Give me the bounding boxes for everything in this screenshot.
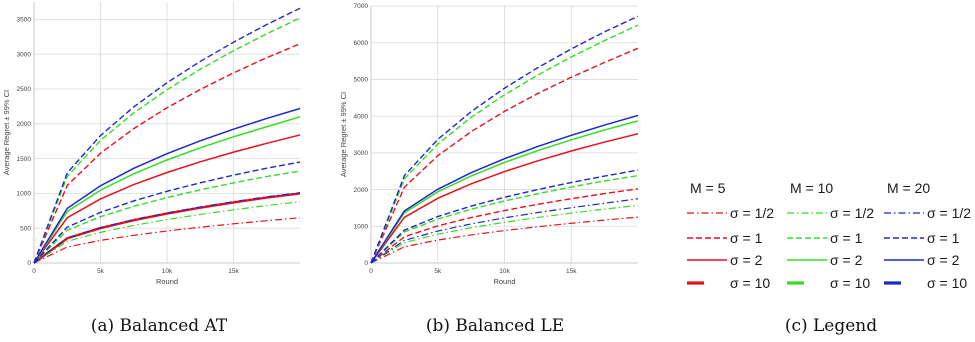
series-line-m-20-sigma-1 bbox=[370, 15, 639, 264]
series-line-m-5-sigma-1 bbox=[33, 43, 301, 264]
caption-legend: (c) Legend bbox=[785, 316, 877, 336]
series-line-m-20-sigma-1 bbox=[33, 7, 301, 264]
series-line-m-5-sigma-2 bbox=[370, 133, 639, 264]
x-tick-label: 0 bbox=[32, 268, 36, 275]
legend-group-title: M = 10 bbox=[790, 180, 833, 196]
series-line-m-20-sigma-1-2 bbox=[370, 198, 639, 264]
y-tick-label: 500 bbox=[20, 225, 31, 232]
series-line-m-10-sigma-1 bbox=[370, 24, 639, 264]
caption-balanced-at: (a) Balanced AT bbox=[91, 316, 228, 336]
legend-group-title: M = 20 bbox=[887, 180, 930, 196]
series-line-m-10-sigma-1-2 bbox=[370, 204, 639, 264]
y-tick-label: 7000 bbox=[354, 3, 369, 10]
x-axis-label: Round bbox=[493, 277, 515, 286]
y-tick-label: 3500 bbox=[17, 17, 32, 24]
x-tick-label: 15k bbox=[566, 268, 577, 275]
x-axis-label: Round bbox=[156, 277, 178, 286]
y-tick-label: 6000 bbox=[354, 40, 369, 47]
y-tick-label: 3000 bbox=[354, 150, 369, 157]
y-tick-label: 2000 bbox=[17, 121, 32, 128]
legend-entry-label: σ = 1 bbox=[830, 230, 863, 246]
series-line-m-5-sigma-10 bbox=[370, 188, 639, 264]
chart-balanced-le: 0 1000 2000 3000 4000 5000 6000 7000 0 5k 10k 15k Ro… bbox=[339, 3, 639, 286]
series-line-m-20-sigma-10 bbox=[370, 169, 639, 264]
legend-group-title: M = 5 bbox=[690, 180, 726, 196]
y-axis-label: Average Regret ± 99% CI bbox=[2, 90, 11, 175]
series-line-m-10-sigma-1 bbox=[33, 17, 301, 264]
series-line-m-10-sigma-2 bbox=[370, 120, 639, 264]
legend-entry-label: σ = 2 bbox=[830, 252, 863, 268]
legend-entry-label: σ = 2 bbox=[730, 252, 763, 268]
legend-entry-label: σ = 10 bbox=[730, 275, 770, 291]
caption-balanced-le: (b) Balanced LE bbox=[426, 316, 564, 336]
y-tick-label: 1000 bbox=[354, 223, 369, 230]
legend-entry-label: σ = 1/2 bbox=[830, 205, 874, 221]
series-line-m-10-sigma-10 bbox=[370, 174, 639, 264]
series-line-m-20-sigma-1-2 bbox=[33, 192, 301, 264]
chart-balanced-at: 0 500 1000 1500 2000 2500 3000 3500 0 5k 10k 15k Rou… bbox=[2, 2, 301, 286]
series-line-m-5-sigma-1 bbox=[370, 47, 639, 264]
legend-entry-label: σ = 1 bbox=[927, 230, 960, 246]
y-tick-label: 5000 bbox=[354, 77, 369, 84]
legend-entry-label: σ = 2 bbox=[927, 252, 960, 268]
x-tick-label: 0 bbox=[369, 268, 373, 275]
y-tick-label: 1000 bbox=[17, 191, 32, 198]
x-tick-label: 10k bbox=[162, 268, 173, 275]
y-tick-label: 0 bbox=[27, 260, 31, 267]
series-line-m-20-sigma-2 bbox=[370, 114, 639, 264]
x-tick-label: 15k bbox=[228, 268, 239, 275]
series-line-m-5-sigma-2 bbox=[33, 134, 301, 264]
legend-entry-label: σ = 10 bbox=[830, 275, 870, 291]
y-tick-label: 1500 bbox=[17, 156, 32, 163]
series-line-m-10-sigma-2 bbox=[33, 116, 301, 264]
legend-panel: M = 5σ = 1/2σ = 1σ = 2σ = 10M = 10σ = 1/… bbox=[687, 180, 971, 291]
series-line-m-5-sigma-1-2 bbox=[370, 216, 639, 264]
legend-entry-label: σ = 10 bbox=[927, 275, 967, 291]
series-line-m-5-sigma-10 bbox=[33, 192, 301, 264]
legend-entry-label: σ = 1 bbox=[730, 230, 763, 246]
y-tick-label: 2500 bbox=[17, 86, 32, 93]
series-line-m-20-sigma-10 bbox=[33, 161, 301, 264]
y-tick-label: 4000 bbox=[354, 113, 369, 120]
series-line-m-10-sigma-10 bbox=[33, 170, 301, 264]
legend-entry-label: σ = 1/2 bbox=[927, 205, 971, 221]
series-line-m-10-sigma-1-2 bbox=[33, 201, 301, 264]
legend-entry-label: σ = 1/2 bbox=[730, 205, 774, 221]
x-tick-label: 5k bbox=[97, 268, 105, 275]
y-tick-label: 3000 bbox=[17, 51, 32, 58]
x-tick-label: 10k bbox=[499, 268, 510, 275]
series-line-m-5-sigma-1-2 bbox=[33, 217, 301, 264]
x-tick-label: 5k bbox=[434, 268, 442, 275]
series-line-m-20-sigma-2 bbox=[33, 107, 301, 264]
y-tick-label: 2000 bbox=[354, 187, 369, 194]
y-tick-label: 0 bbox=[364, 260, 368, 267]
y-axis-label: Average Regret ± 99% CI bbox=[339, 92, 348, 177]
